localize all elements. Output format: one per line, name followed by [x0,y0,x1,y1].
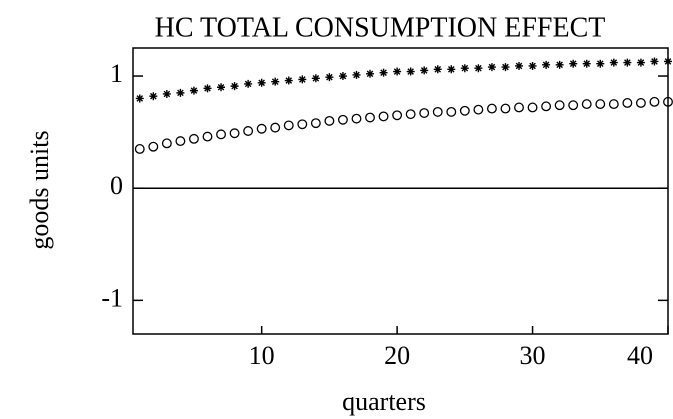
point [447,65,456,74]
point [162,89,171,98]
point [324,115,335,126]
point [202,131,213,142]
point [542,60,551,69]
point [310,118,321,129]
point [527,102,538,113]
point [337,114,348,125]
x-tick-label: 20 [384,341,410,370]
point [500,103,511,114]
point [420,66,429,75]
point [161,138,172,149]
point [217,83,226,92]
point [419,108,430,119]
point [486,103,497,114]
point [432,106,443,117]
point [569,59,578,68]
point [568,100,579,111]
point [459,105,470,116]
point [608,99,619,110]
point [581,99,592,110]
point [189,86,198,95]
point [649,96,660,107]
point [338,72,347,81]
point [216,129,226,140]
point [433,65,442,74]
point [311,74,320,83]
x-tick-label: 30 [520,341,546,370]
point [351,113,362,124]
point [176,88,185,97]
point [244,79,253,88]
point [393,67,402,76]
point [256,123,267,134]
point [515,61,524,70]
point [622,98,633,108]
point [582,59,591,68]
x-axis-label: quarters [342,387,426,416]
point [636,58,645,67]
chart-title: HC TOTAL CONSUMPTION EFFECT [155,12,606,43]
point [284,76,293,85]
point [595,99,606,110]
point [148,141,159,152]
y-tick-label: 0 [110,171,123,200]
x-tick-label: 10 [249,341,275,370]
point [175,136,186,147]
point [325,73,334,82]
point [392,110,403,121]
point [243,126,254,136]
point [663,96,673,107]
point [474,64,483,73]
point [406,67,415,76]
point [473,104,484,115]
point [229,128,240,139]
point [554,100,565,111]
point [271,77,280,86]
point [541,101,552,112]
y-tick-label: 1 [110,59,123,88]
point [134,143,145,154]
point [596,59,605,68]
y-axis-label: goods units [25,130,54,249]
point [270,122,281,133]
point [514,102,524,113]
point [460,64,469,73]
point [283,120,294,131]
point [203,84,212,93]
plot-frame [132,47,669,335]
point [257,78,266,87]
point [528,61,537,70]
point [366,69,375,78]
point [501,63,510,72]
point [149,92,158,101]
point [352,70,361,79]
point [555,60,564,69]
point [623,58,632,67]
point [664,57,672,66]
point [378,111,389,122]
point [650,57,659,66]
point [365,112,375,123]
point [487,63,496,72]
x-tick-label: 40 [627,341,653,370]
point [188,133,199,144]
point [230,82,239,91]
point [379,68,388,77]
point [297,119,308,130]
point [635,98,646,108]
point [298,75,307,84]
point [135,94,144,103]
y-tick-label: -1 [101,283,123,312]
point [405,109,416,120]
point [446,106,457,117]
point [609,58,618,67]
